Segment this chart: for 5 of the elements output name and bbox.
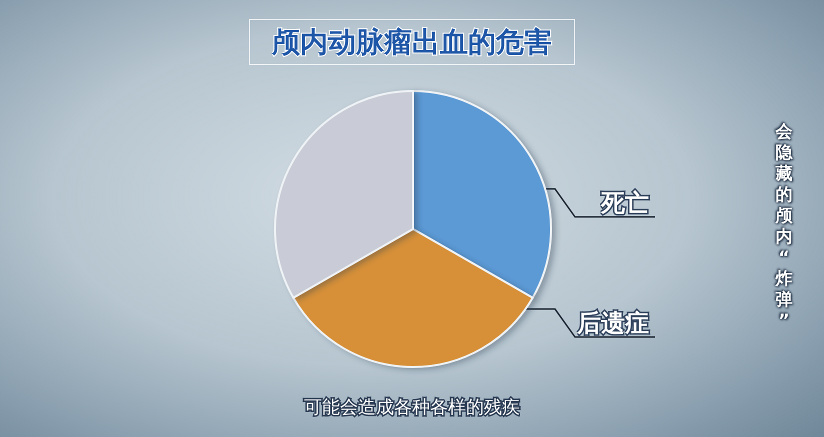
slice-label: 死亡 (600, 188, 649, 217)
text: 可能会造成各种各样的残疾 (304, 397, 520, 418)
text: 会隐藏的颅内“炸弹” (776, 122, 792, 331)
slice-label: 后遗症 (576, 309, 649, 338)
chart-title: 颅内动脉瘤出血的危害 (271, 26, 552, 58)
